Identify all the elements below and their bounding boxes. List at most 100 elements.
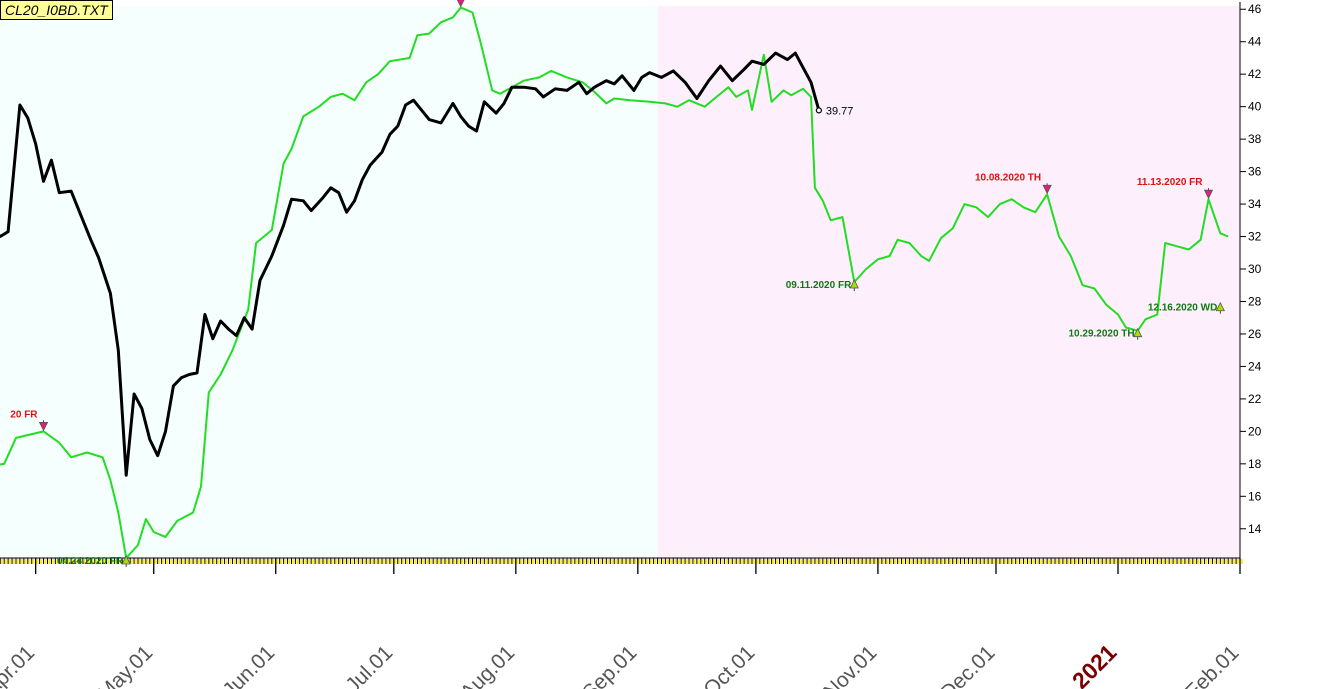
day-fill: [906, 559, 909, 564]
y-tick-label: 14: [1248, 522, 1262, 536]
day-fill: [107, 559, 110, 564]
day-fill: [355, 559, 358, 564]
day-fill: [288, 559, 291, 564]
day-fill: [320, 559, 322, 564]
day-fill: [701, 559, 704, 564]
day-fill: [560, 559, 562, 564]
day-fill: [442, 559, 444, 564]
day-fill: [1118, 559, 1121, 564]
day-fill: [1028, 559, 1031, 564]
day-fill: [194, 559, 196, 564]
day-fill: [717, 559, 720, 564]
day-fill: [505, 559, 507, 564]
trough-label: 10.29.2020 TH: [1068, 329, 1134, 340]
day-fill: [300, 559, 303, 564]
day-fill: [772, 559, 775, 564]
day-fill: [642, 559, 645, 564]
day-fill: [190, 559, 192, 564]
day-fill: [520, 559, 523, 564]
day-fill: [44, 559, 47, 564]
day-fill: [705, 559, 708, 564]
day-fill: [607, 559, 610, 564]
day-fill: [379, 559, 381, 564]
day-fill: [686, 559, 688, 564]
chart-title: CL20_I0BD.TXT: [0, 0, 113, 20]
day-fill: [871, 559, 873, 564]
day-fill: [575, 559, 578, 564]
day-fill: [949, 559, 952, 564]
y-tick-label: 46: [1248, 2, 1262, 16]
day-fill: [339, 559, 342, 564]
day-fill: [312, 559, 314, 564]
day-fill: [257, 559, 259, 564]
day-fill: [1150, 559, 1153, 564]
trough-marker: [849, 279, 859, 289]
day-fill: [1111, 559, 1113, 564]
day-fill: [638, 559, 641, 564]
day-fill: [135, 559, 137, 564]
day-fill: [890, 559, 893, 564]
month-label: Oct.01: [699, 641, 759, 689]
day-fill: [961, 559, 964, 564]
day-fill: [146, 559, 149, 564]
day-fill: [142, 559, 145, 564]
day-fill: [48, 559, 51, 564]
day-fill: [1079, 559, 1082, 564]
day-fill: [438, 559, 440, 564]
day-fill: [831, 559, 834, 564]
day-fill: [792, 559, 795, 564]
day-fill: [469, 559, 472, 564]
day-fill: [422, 559, 425, 564]
day-fill: [1, 559, 3, 564]
day-fill: [1016, 559, 1019, 564]
day-fill: [68, 559, 70, 564]
day-fill: [477, 559, 480, 564]
y-tick-label: 30: [1248, 262, 1262, 276]
peak-label: 11.13.2020 FR: [1137, 177, 1203, 188]
month-label: Sep.01: [578, 641, 641, 689]
day-fill: [1209, 559, 1212, 564]
day-fill: [784, 559, 787, 564]
day-fill: [1134, 559, 1137, 564]
peak-marker: [456, 0, 465, 8]
day-fill: [843, 559, 846, 564]
day-fill: [957, 559, 960, 564]
day-fill: [1158, 559, 1161, 564]
day-fill: [548, 559, 551, 564]
day-fill: [489, 559, 492, 564]
day-fill: [60, 559, 63, 564]
day-fill: [662, 559, 665, 564]
day-fill: [323, 559, 326, 564]
day-fill: [874, 559, 877, 564]
day-fill: [634, 559, 637, 564]
y-tick-label: 18: [1248, 457, 1262, 471]
day-fill: [481, 559, 484, 564]
day-fill: [237, 559, 240, 564]
day-fill: [567, 559, 570, 564]
day-fill: [347, 559, 350, 564]
day-fill: [996, 559, 999, 564]
day-fill: [1087, 559, 1090, 564]
day-fill: [670, 559, 673, 564]
y-tick-label: 34: [1248, 197, 1262, 211]
day-fill: [359, 559, 362, 564]
day-fill: [1229, 559, 1231, 564]
day-fill: [465, 559, 468, 564]
day-fill: [898, 559, 901, 564]
day-fill: [327, 559, 330, 564]
y-tick-label: 20: [1248, 424, 1262, 438]
month-label: Jun.01: [218, 641, 279, 689]
day-fill: [72, 559, 74, 564]
trough-marker: [1215, 301, 1225, 312]
day-fill: [182, 559, 185, 564]
peak-marker: [38, 421, 49, 432]
day-fill: [64, 559, 66, 564]
trough-marker: [1133, 327, 1143, 338]
day-fill: [894, 559, 897, 564]
day-fill: [804, 559, 806, 564]
day-fill: [552, 559, 554, 564]
day-fill: [571, 559, 574, 564]
day-fill: [166, 559, 169, 564]
month-label: Jul.01: [341, 641, 397, 689]
